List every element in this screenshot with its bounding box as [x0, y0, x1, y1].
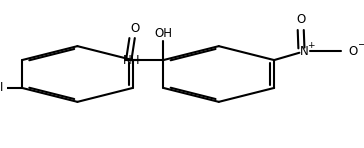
Text: O: O [130, 22, 139, 35]
Text: I: I [0, 81, 4, 94]
Text: +: + [307, 41, 314, 50]
Text: −: − [358, 40, 364, 50]
Text: O: O [296, 13, 306, 26]
Text: O: O [348, 45, 357, 58]
Text: OH: OH [154, 26, 173, 40]
Text: N: N [300, 45, 309, 58]
Text: NH: NH [123, 54, 141, 67]
